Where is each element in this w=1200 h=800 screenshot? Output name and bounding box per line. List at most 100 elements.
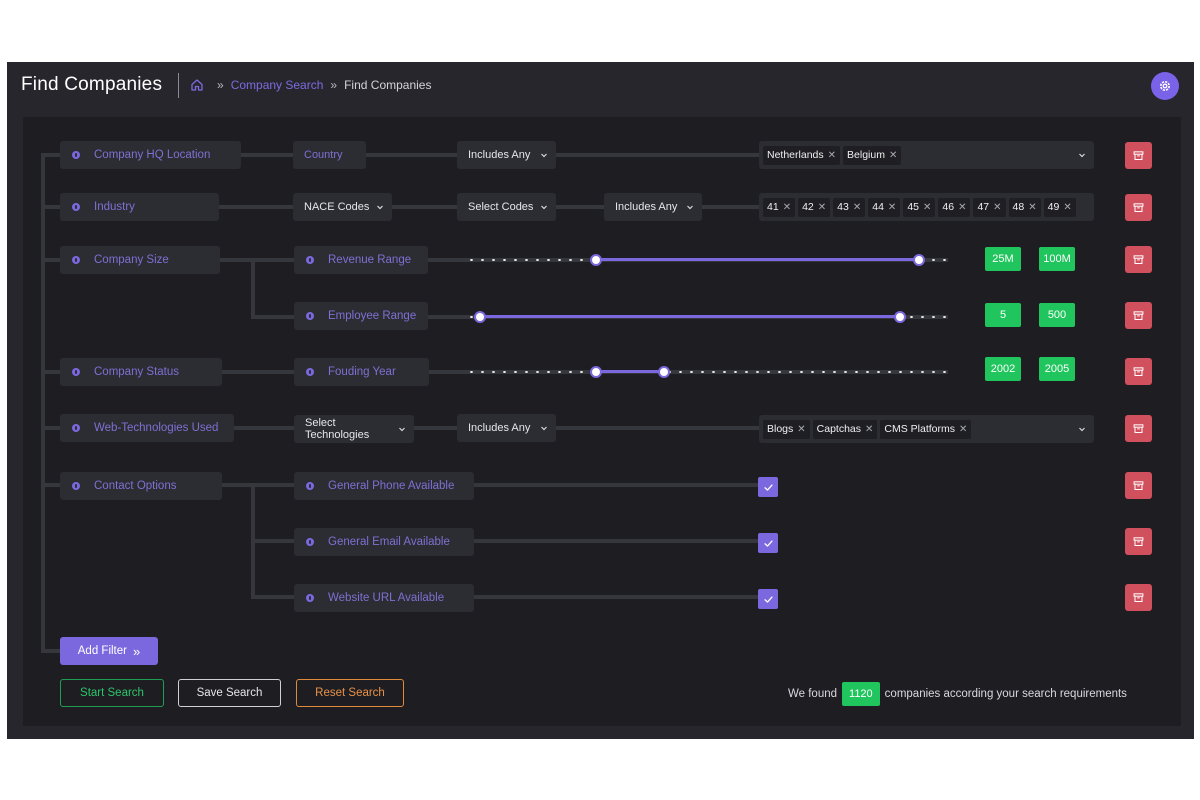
close-icon[interactable]: ✕ (865, 423, 874, 435)
connector-line (474, 539, 759, 543)
info-dot-icon (306, 256, 314, 264)
filter-label-web-technologies: Web-Technologies Used (60, 414, 234, 442)
slider-min-thumb[interactable] (590, 366, 603, 378)
website-checkbox[interactable] (758, 589, 778, 609)
option-label: General Email Available (328, 536, 450, 548)
founding-year-slider[interactable] (466, 366, 948, 378)
selected-chip: Belgium ✕ (843, 145, 902, 165)
gear-icon (1160, 81, 1170, 91)
email-checkbox[interactable] (758, 533, 778, 553)
connector-line (241, 153, 293, 157)
technologies-multiselect[interactable]: Blogs ✕ Captchas ✕ CMS Platforms ✕ (759, 415, 1094, 443)
remove-filter-button[interactable] (1125, 302, 1152, 329)
breadcrumb: » Company Search » Find Companies (190, 78, 431, 92)
slider-max-thumb[interactable] (657, 366, 670, 378)
home-icon[interactable] (190, 78, 204, 92)
codes-select[interactable]: Select Codes (457, 193, 556, 221)
info-dot-icon (72, 256, 80, 264)
remove-filter-button[interactable] (1125, 142, 1152, 169)
double-chevron-right-icon: » (132, 643, 141, 659)
chip-label: 43 (837, 201, 849, 213)
close-icon[interactable]: ✕ (888, 149, 898, 161)
employee-min-value: 5 (985, 303, 1021, 327)
save-search-button[interactable]: Save Search (178, 679, 281, 707)
filter-label-hq-location: Company HQ Location (60, 141, 241, 169)
reset-search-button[interactable]: Reset Search (296, 679, 404, 707)
revenue-range-slider[interactable] (466, 254, 948, 266)
chip-label: 47 (977, 201, 990, 213)
close-icon[interactable]: ✕ (797, 423, 806, 435)
close-icon[interactable]: ✕ (852, 201, 862, 213)
close-icon[interactable]: ✕ (782, 201, 792, 213)
slider-min-thumb[interactable] (590, 254, 603, 266)
filter-label-text: Employee Range (328, 310, 417, 322)
chevron-down-icon[interactable] (1078, 151, 1086, 159)
connector-line (474, 483, 759, 487)
technologies-select[interactable]: Select Technologies (294, 415, 414, 443)
header: Find Companies » Company Search » Find C… (7, 62, 1194, 114)
remove-filter-button[interactable] (1125, 194, 1152, 221)
remove-filter-button[interactable] (1125, 528, 1152, 555)
selected-chip: Captchas ✕ (812, 419, 878, 439)
country-multiselect[interactable]: Netherlands ✕ Belgium ✕ (759, 141, 1094, 169)
breadcrumb-link-company-search[interactable]: Company Search (230, 78, 324, 92)
option-label: General Phone Available (328, 480, 455, 492)
employee-max-value: 500 (1039, 303, 1075, 327)
connector-line (251, 258, 255, 319)
filter-label-text: Company Status (94, 366, 180, 378)
chip-list: Blogs ✕ Captchas ✕ CMS Platforms ✕ (763, 419, 974, 439)
chip-label: Captchas (816, 423, 862, 435)
revenue-max-value: 100M (1039, 247, 1075, 271)
breadcrumb-current: Find Companies (344, 78, 432, 92)
phone-checkbox[interactable] (758, 477, 778, 497)
close-icon[interactable]: ✕ (827, 149, 837, 161)
selected-chip: Netherlands ✕ (763, 145, 841, 165)
settings-button[interactable] (1151, 72, 1179, 100)
close-icon[interactable]: ✕ (923, 201, 932, 213)
result-prefix: We found (788, 688, 838, 700)
web-tech-operator-select[interactable]: Includes Any (457, 414, 556, 442)
info-dot-icon (306, 368, 314, 376)
remove-filter-button[interactable] (1125, 472, 1152, 499)
remove-filter-button[interactable] (1125, 584, 1152, 611)
close-icon[interactable]: ✕ (1028, 201, 1037, 213)
info-dot-icon (306, 482, 314, 490)
filter-panel: Company HQ Location Country Includes Any… (23, 117, 1181, 726)
industry-operator-select[interactable]: Includes Any (604, 193, 702, 221)
remove-filter-button[interactable] (1125, 246, 1152, 273)
chip-label: 48 (1012, 201, 1025, 213)
slider-max-thumb[interactable] (913, 254, 926, 266)
country-field[interactable]: Country (293, 141, 366, 169)
close-icon[interactable]: ✕ (1063, 201, 1072, 213)
connector-line (41, 426, 61, 430)
remove-filter-button[interactable] (1125, 358, 1152, 385)
year-max-value: 2005 (1039, 357, 1075, 381)
slider-min-thumb[interactable] (474, 311, 487, 323)
chip-list: 41 ✕ 42 ✕ 43 ✕ 44 ✕ 45 ✕ 46 ✕ 47 ✕ 48 ✕ 49 ✕ (763, 197, 1079, 217)
employee-range-slider[interactable] (466, 311, 948, 323)
close-icon[interactable]: ✕ (887, 201, 897, 213)
remove-filter-button[interactable] (1125, 415, 1152, 442)
hq-operator-select[interactable]: Includes Any (457, 141, 556, 169)
connector-line (222, 370, 294, 374)
close-icon[interactable]: ✕ (993, 201, 1002, 213)
start-search-button[interactable]: Start Search (60, 679, 164, 707)
breadcrumb-separator: » (330, 78, 338, 92)
technologies-select-label: Select Technologies (305, 417, 370, 441)
close-icon[interactable]: ✕ (958, 201, 967, 213)
slider-max-thumb[interactable] (893, 311, 906, 323)
chip-label: 41 (767, 201, 779, 213)
close-icon[interactable]: ✕ (959, 423, 968, 435)
chevron-down-icon (377, 205, 383, 210)
industry-codes-multiselect[interactable]: 41 ✕ 42 ✕ 43 ✕ 44 ✕ 45 ✕ 46 ✕ 47 ✕ 48 ✕ 49 ✕ (759, 193, 1094, 221)
code-type-select[interactable]: NACE Codes (293, 193, 392, 221)
selected-chip: 44 ✕ (868, 197, 901, 217)
add-filter-button[interactable]: Add Filter » (60, 637, 158, 665)
slider-fill (596, 258, 920, 261)
chip-list: Netherlands ✕ Belgium ✕ (763, 145, 904, 165)
filter-label-text: Industry (94, 201, 135, 213)
close-icon[interactable]: ✕ (817, 201, 827, 213)
filter-label-text: Fouding Year (328, 366, 396, 378)
filter-label-text: Company Size (94, 254, 169, 266)
chevron-down-icon[interactable] (1078, 425, 1086, 433)
